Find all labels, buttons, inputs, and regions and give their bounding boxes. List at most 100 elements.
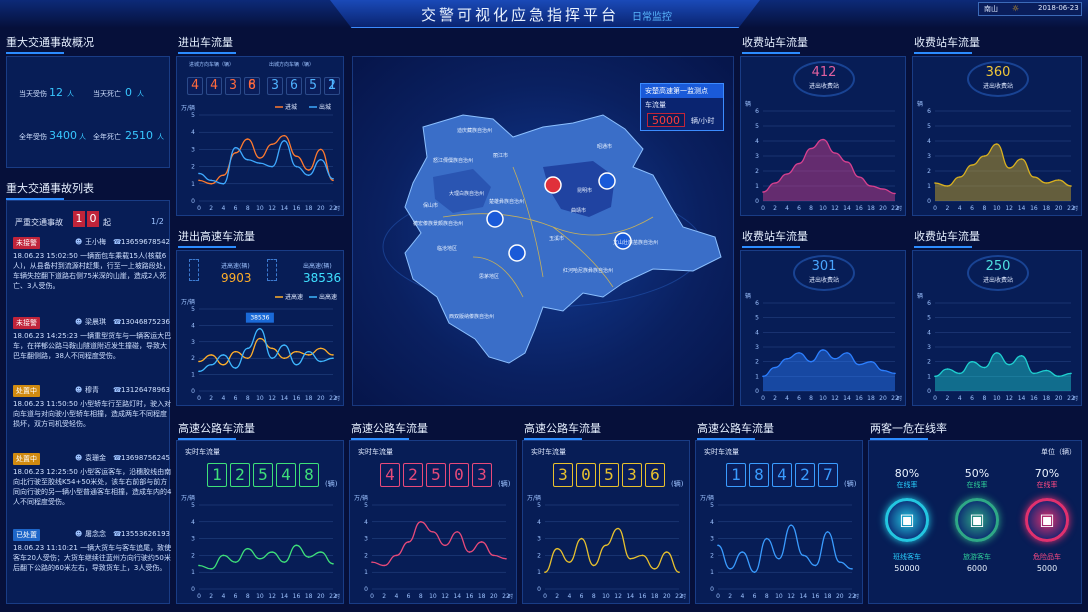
accident-item[interactable]: 未接警 ☻ 梁晨琪 ☎ 13046875236 18.06.23 14:25:23 一辆重…	[13, 317, 173, 361]
monitor-title: 安楚高速第一监测点	[641, 84, 723, 98]
x-tick-label: 2	[945, 205, 949, 212]
series-line	[934, 143, 1072, 187]
x-tick-label: 22	[329, 205, 337, 212]
region-label: 丽江市	[493, 153, 509, 159]
data-point	[234, 152, 237, 154]
x-tick-label: 18	[1042, 395, 1050, 402]
x-tick-label: 18	[305, 593, 313, 600]
pagination[interactable]: 1/2	[151, 217, 164, 226]
x-tick-label: 20	[317, 395, 325, 402]
today-injured-value: 12	[49, 86, 63, 99]
year-dead-label: 全年死亡	[93, 133, 121, 141]
location-pin-icon[interactable]	[598, 172, 616, 190]
x-tick-label: 18	[867, 205, 875, 212]
today-injured-label: 当天受伤	[19, 90, 47, 98]
data-point	[271, 347, 273, 350]
location-pin-icon[interactable]	[508, 244, 526, 262]
mode-label[interactable]: 日常监控	[632, 12, 672, 23]
y-tick-label: 0	[927, 388, 931, 395]
y-tick-label: 3	[927, 344, 931, 351]
x-tick-label: 22	[675, 593, 683, 600]
vehicle-count: 6000	[966, 564, 988, 573]
x-tick-label: 6	[753, 593, 757, 600]
digit: 3	[225, 77, 241, 95]
data-point	[259, 557, 261, 560]
online-pct-label: 在线率	[1036, 481, 1058, 489]
x-tick-label: 12	[1005, 395, 1013, 402]
data-point	[383, 564, 385, 567]
x-tick-label: 20	[836, 593, 844, 600]
x-tick-label: 10	[819, 395, 827, 402]
region-label: 昆明市	[577, 188, 593, 194]
data-point	[1070, 372, 1072, 375]
data-point	[971, 360, 973, 363]
online-pct: 50%	[964, 467, 990, 480]
accident-item[interactable]: 处置中 ☻ 穆青 ☎ 13126478963 18.06.23 11:50:50 小型轿车…	[13, 385, 173, 429]
location-pin-icon[interactable]	[486, 210, 504, 228]
monitor-info-box[interactable]: 安楚高速第一监测点 车流量 5000 辆/小时	[640, 83, 724, 131]
accident-item[interactable]: 处置中 ☻ 袁珊金 ☎ 13698756245 18.06.23 12:25:50 小型客…	[13, 453, 173, 507]
x-tick-label: 12	[268, 593, 276, 600]
person-icon: ☻	[75, 386, 83, 394]
x-tick-label: 8	[592, 593, 596, 600]
x-tick-label: 12	[1005, 205, 1013, 212]
x-tick-label: 22	[1067, 205, 1075, 212]
x-axis-unit: 时	[335, 395, 340, 402]
x-tick-label: 16	[1030, 205, 1038, 212]
data-point	[790, 524, 792, 526]
province-map	[382, 114, 722, 364]
series-line	[544, 527, 680, 573]
x-tick-label: 20	[317, 205, 325, 212]
y-tick-label: 1	[537, 569, 541, 576]
data-point	[307, 169, 310, 171]
data-point	[946, 368, 949, 370]
y-tick-label: 4	[755, 329, 759, 336]
data-point	[810, 147, 812, 150]
data-point	[802, 554, 805, 557]
y-tick-label: 1	[755, 183, 759, 190]
accident-item[interactable]: 未接警 ☻ 王小梅 ☎ 13659678542 18.06.23 15:02:50 一辆面…	[13, 237, 173, 291]
hw-flow-title: 进出高速车流量	[178, 228, 255, 248]
x-tick-label: 10	[256, 593, 264, 600]
phone-number: 13046875236	[121, 318, 170, 326]
data-point	[246, 347, 249, 350]
location-pin-icon[interactable]	[544, 176, 562, 194]
data-point	[419, 521, 422, 523]
series-line	[198, 134, 334, 185]
person-name: 梁晨琪	[85, 318, 106, 326]
data-point	[946, 185, 949, 187]
x-tick-label: 2	[382, 593, 386, 600]
data-point	[882, 369, 884, 372]
x-tick-label: 22	[891, 205, 899, 212]
year-injured-value: 3400	[49, 129, 77, 142]
data-point	[1020, 355, 1023, 357]
data-point	[271, 143, 273, 146]
digit: 5	[253, 463, 273, 487]
digit: 0	[576, 463, 596, 487]
x-tick-label: 16	[1030, 395, 1038, 402]
accident-item[interactable]: 已处置 ☻ 屠念念 ☎ 13553626193 18.06.23 11:10:21 一辆大…	[13, 529, 173, 573]
phone-icon: ☎	[113, 318, 122, 326]
location-pin-icon[interactable]	[614, 232, 632, 250]
data-point	[395, 554, 398, 557]
x-tick-label: 0	[716, 593, 720, 600]
year-dead-unit: 人	[157, 133, 164, 141]
legend-label: 进高速	[285, 293, 303, 301]
data-point	[259, 327, 261, 330]
data-point	[210, 183, 212, 185]
accident-text: 18.06.23 14:25:23 一辆重型货车与一辆客运大巴车，在祥郁公路马鞍…	[13, 331, 173, 361]
data-point	[332, 179, 334, 182]
digit: 1	[324, 77, 340, 95]
y-tick-label: 0	[537, 586, 541, 593]
data-point	[222, 363, 225, 366]
x-tick-label: 8	[983, 395, 987, 402]
y-tick-label: 4	[191, 519, 195, 526]
series-line	[198, 140, 334, 185]
x-tick-label: 8	[809, 205, 813, 212]
x-tick-label: 14	[1018, 205, 1026, 212]
x-tick-label: 10	[429, 593, 437, 600]
data-point	[958, 176, 961, 178]
data-point	[456, 531, 459, 533]
digit: 5	[305, 77, 321, 95]
